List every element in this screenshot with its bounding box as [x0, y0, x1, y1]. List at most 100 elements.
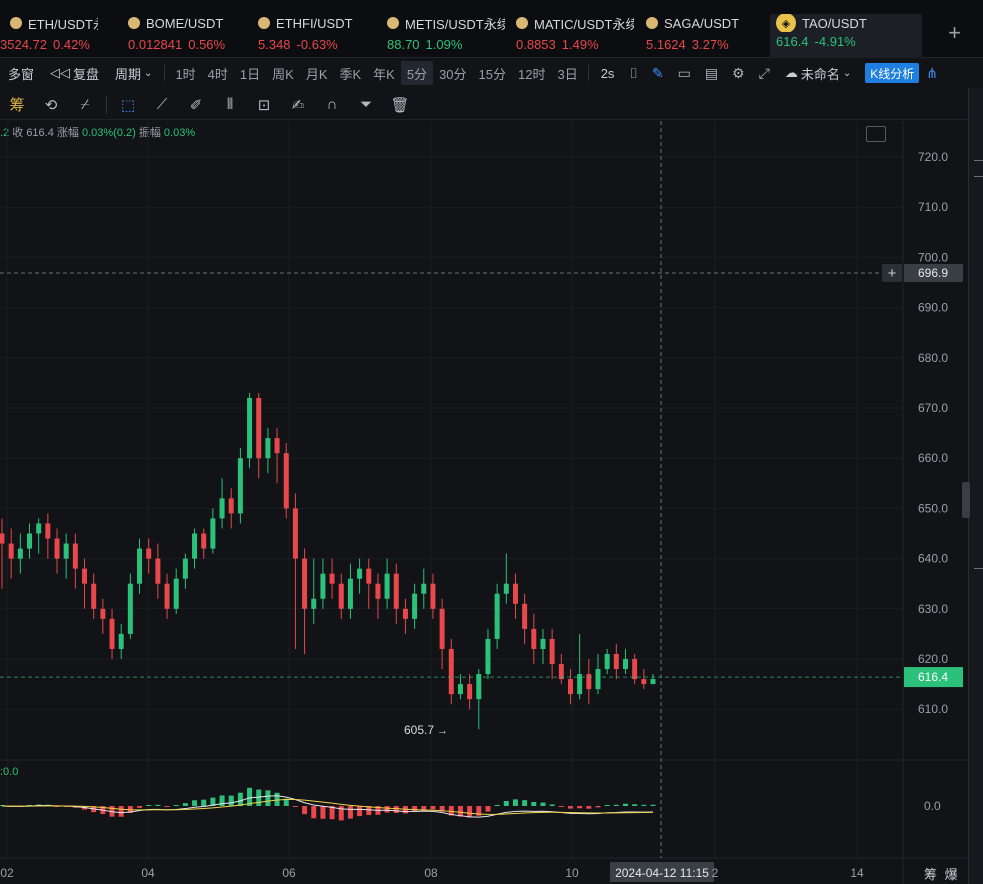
fullscreen-icon[interactable]: ⤢ [758, 64, 770, 81]
eraser-icon[interactable]: ⌿ [80, 96, 90, 113]
macd-histogram-bar [384, 806, 390, 813]
replay-button[interactable]: ◁◁ 复盘 [42, 61, 107, 85]
x-tick-label: 06 [282, 866, 296, 880]
filter-icon[interactable]: ⏷ [359, 96, 372, 113]
interval-30分[interactable]: 30分 [439, 66, 467, 82]
magnet-icon[interactable]: ∩ [326, 96, 338, 113]
coin-icon [387, 17, 399, 29]
multi-window-button[interactable]: 多窗 [0, 61, 42, 85]
x-tick-label: 02 [0, 866, 14, 880]
add-tab-icon[interactable]: + [948, 20, 961, 45]
interval-15分[interactable]: 15分 [478, 66, 506, 82]
crosshair-price-box [904, 263, 963, 282]
ticker-tab-ethfi[interactable]: ETHFI/USDT 5.348 -0.63% [258, 14, 376, 58]
candle-body [137, 548, 143, 584]
close-label: 收 [12, 127, 24, 139]
y-tick-label: 640.0 [918, 552, 948, 566]
template-icon[interactable]: ▤ [704, 64, 719, 81]
macd-histogram-bar [100, 806, 106, 815]
macd-value-label: :0.0 [0, 766, 19, 778]
rewind-icon: ◁◁ [50, 65, 71, 80]
settings-icon[interactable]: ⚙ [732, 64, 745, 81]
candle-body [265, 438, 271, 459]
refresh-rate-button[interactable]: 2s [593, 61, 623, 85]
interval-3日[interactable]: 3日 [557, 66, 578, 82]
candle-body [549, 638, 555, 665]
brush-icon[interactable]: ✐ [189, 96, 203, 114]
candle-body [201, 533, 207, 549]
y-tick-label: 670.0 [918, 401, 948, 415]
coin-icon [258, 17, 270, 29]
macd-histogram-bar [604, 805, 610, 806]
macd-histogram-bar [182, 803, 188, 806]
y-tick-label: 680.0 [918, 351, 948, 365]
candle-body [622, 659, 628, 670]
candle-body [522, 603, 528, 629]
expand-icon[interactable] [866, 126, 886, 142]
camera-icon[interactable]: ⌷ [629, 64, 638, 81]
macd-histogram-bar [219, 795, 225, 806]
ticker-tab-metis[interactable]: METIS/USDT永续 88.70 1.09% [387, 14, 505, 58]
ticker-tab-tao[interactable]: ◈ TAO/USDT 616.4 -4.91% [770, 14, 922, 58]
interval-月K[interactable]: 月K [305, 66, 328, 82]
interval-季K[interactable]: 季K [339, 66, 362, 82]
crosshair-add-button [882, 263, 902, 282]
sync-icon[interactable]: ⟲ [44, 96, 58, 114]
share-icon[interactable]: ⋔ [926, 64, 938, 81]
macd-histogram-bar [146, 805, 152, 806]
interval-周K[interactable]: 周K [272, 66, 294, 82]
trash-icon[interactable]: 🗑 [390, 96, 410, 114]
ohlc-prefix: .2 [0, 127, 10, 139]
ruler-icon[interactable]: ⟋ [156, 96, 168, 113]
ticker-tab-bome[interactable]: BOME/USDT 0.012841 0.56% [128, 14, 246, 58]
macd-histogram-bar [375, 806, 381, 815]
candle-body [173, 578, 179, 609]
close-value: 616.4 [26, 127, 54, 139]
period-dropdown[interactable]: 周期 ⌄ [107, 61, 160, 85]
candle-body [540, 638, 546, 649]
ticker-symbol: METIS/USDT永续 [405, 16, 505, 32]
candle-body [82, 568, 88, 584]
candle-body [567, 679, 573, 695]
candle-body [531, 628, 537, 649]
interval-年K[interactable]: 年K [373, 66, 395, 82]
comment-icon[interactable]: ▭ [677, 64, 691, 81]
ticker-price: 0.012841 [128, 37, 183, 52]
chip-distribution-button[interactable]: 筹 [0, 94, 34, 115]
interval-12时[interactable]: 12时 [518, 66, 546, 82]
interval-5分[interactable]: 5分 [400, 61, 434, 85]
macd-histogram-bar [63, 806, 69, 807]
macd-histogram-bar [54, 806, 60, 807]
candle-body [219, 498, 225, 519]
y-tick-label: 620.0 [918, 652, 948, 666]
ticker-symbol: SAGA/USDT [664, 15, 740, 31]
macd-histogram-bar [118, 806, 124, 817]
ticker-change: 3.27% [691, 37, 729, 52]
macd-histogram-bar [201, 799, 207, 806]
k-analysis-button[interactable]: K线分析 [865, 63, 920, 83]
replay-label: 复盘 [73, 66, 100, 82]
macd-histogram-bar [421, 806, 427, 810]
select-tool-icon[interactable]: ⬚ [120, 96, 136, 114]
interval-1日[interactable]: 1日 [239, 66, 261, 82]
pen-icon[interactable]: ✎ [651, 64, 664, 81]
candle-body [54, 538, 60, 559]
candle-body [320, 573, 326, 599]
right-scroll-strip[interactable] [968, 88, 983, 884]
candle-body [448, 648, 454, 695]
panel-collapse-handle[interactable] [962, 482, 970, 518]
lock-icon[interactable]: ⊡ [257, 96, 271, 114]
interval-4时[interactable]: 4时 [207, 66, 228, 82]
interval-1时[interactable]: 1时 [175, 66, 196, 82]
ticker-tab-matic[interactable]: MATIC/USDT永续 0.8853 1.49% [516, 14, 634, 58]
footer-tools[interactable]: 筹 爆 [924, 867, 960, 882]
macd-histogram-bar [540, 802, 546, 806]
ticker-tab-eth[interactable]: ETH/USDT永续 3524.72 0.42% [0, 14, 98, 58]
candle-tool-icon[interactable]: ⫴ [226, 96, 234, 113]
candle-body [155, 558, 161, 584]
note-icon[interactable]: ✍ [291, 96, 305, 114]
candle-body [595, 669, 601, 690]
layout-save-dropdown[interactable]: ☁ 未命名 ⌄ [777, 61, 859, 85]
candle-body [558, 664, 564, 680]
ticker-tab-saga[interactable]: SAGA/USDT 5.1624 3.27% [646, 14, 764, 58]
